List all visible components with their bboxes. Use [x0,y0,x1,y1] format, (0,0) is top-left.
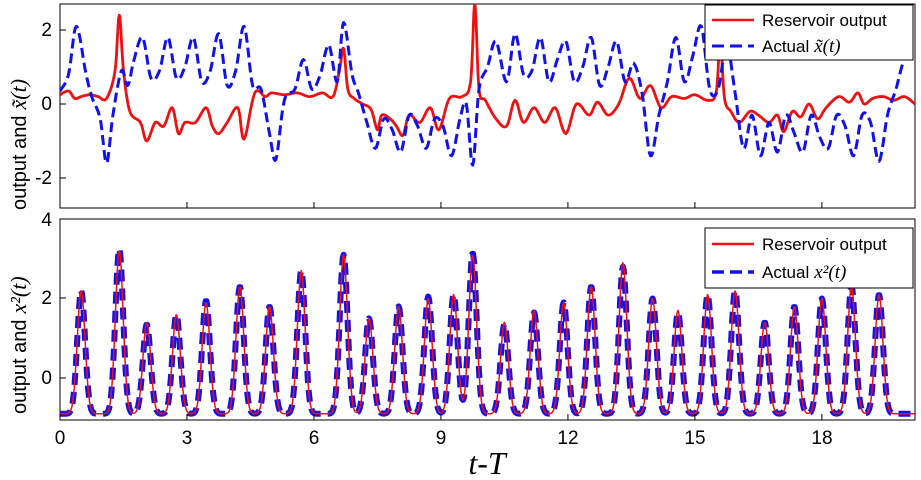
top-legend-actual-prefix: Actual [762,37,809,56]
bottom-x-ticks: 0 3 6 9 12 15 18 [55,414,833,449]
bottom-ytick-label: 0 [41,368,52,389]
bottom-legend-actual-label: Actual x²(t) [762,262,846,283]
x-axis-label: t-T [468,445,508,480]
top-legend: Reservoir output Actual x̃(t) [704,4,914,61]
bottom-xtick-label: 6 [309,428,320,449]
top-legend-box [704,4,914,61]
bottom-xtick-label: 18 [811,428,832,449]
bottom-reservoir-line [60,250,915,415]
bottom-ytick-label: 2 [41,288,52,309]
bottom-ylabel: output and x²(t) [6,276,31,414]
bottom-xtick-label: 15 [684,428,705,449]
bottom-legend-actual-var: x²(t) [813,262,846,283]
bottom-y-ticks: 0 2 4 [41,210,66,389]
top-ylabel: output and x̃(t) [6,79,31,210]
top-plot-area [60,4,915,167]
bottom-xtick-label: 12 [557,428,578,449]
top-legend-actual-var: x̃(t) [813,36,840,57]
top-y-ticks: -2 0 2 [35,20,66,189]
bottom-ytick-label: 4 [41,210,52,231]
top-x-ticks [59,202,823,208]
top-actual-line [60,21,915,167]
top-ylabel-var: x̃(t) [6,79,31,111]
bottom-plot-area [60,245,915,417]
top-ytick-label: 2 [41,20,52,41]
bottom-ylabel-var: x²(t) [6,276,31,314]
bottom-legend-box [704,227,914,289]
bottom-xtick-label: 3 [182,428,193,449]
bottom-panel: 0 2 4 0 3 6 9 12 15 18 output and x²(t) t… [6,210,916,480]
top-ytick-label: -2 [35,168,52,189]
bottom-axes-box [59,218,916,421]
bottom-legend-actual-prefix: Actual [762,263,809,282]
top-ylabel-prefix: output and [9,115,31,210]
bottom-xtick-label: 0 [55,428,66,449]
top-axes-box [59,3,916,209]
bottom-legend-reservoir-label: Reservoir output [762,235,887,254]
top-reservoir-line [60,4,915,143]
bottom-legend: Reservoir output Actual x²(t) [704,227,914,289]
top-panel: -2 0 2 output and x̃(t) Reservoir output … [6,3,916,210]
bottom-xtick-label: 9 [436,428,447,449]
top-legend-actual-label: Actual x̃(t) [762,36,841,57]
bottom-ylabel-prefix: output and [9,319,31,414]
top-ytick-label: 0 [41,94,52,115]
top-legend-reservoir-label: Reservoir output [762,11,887,30]
